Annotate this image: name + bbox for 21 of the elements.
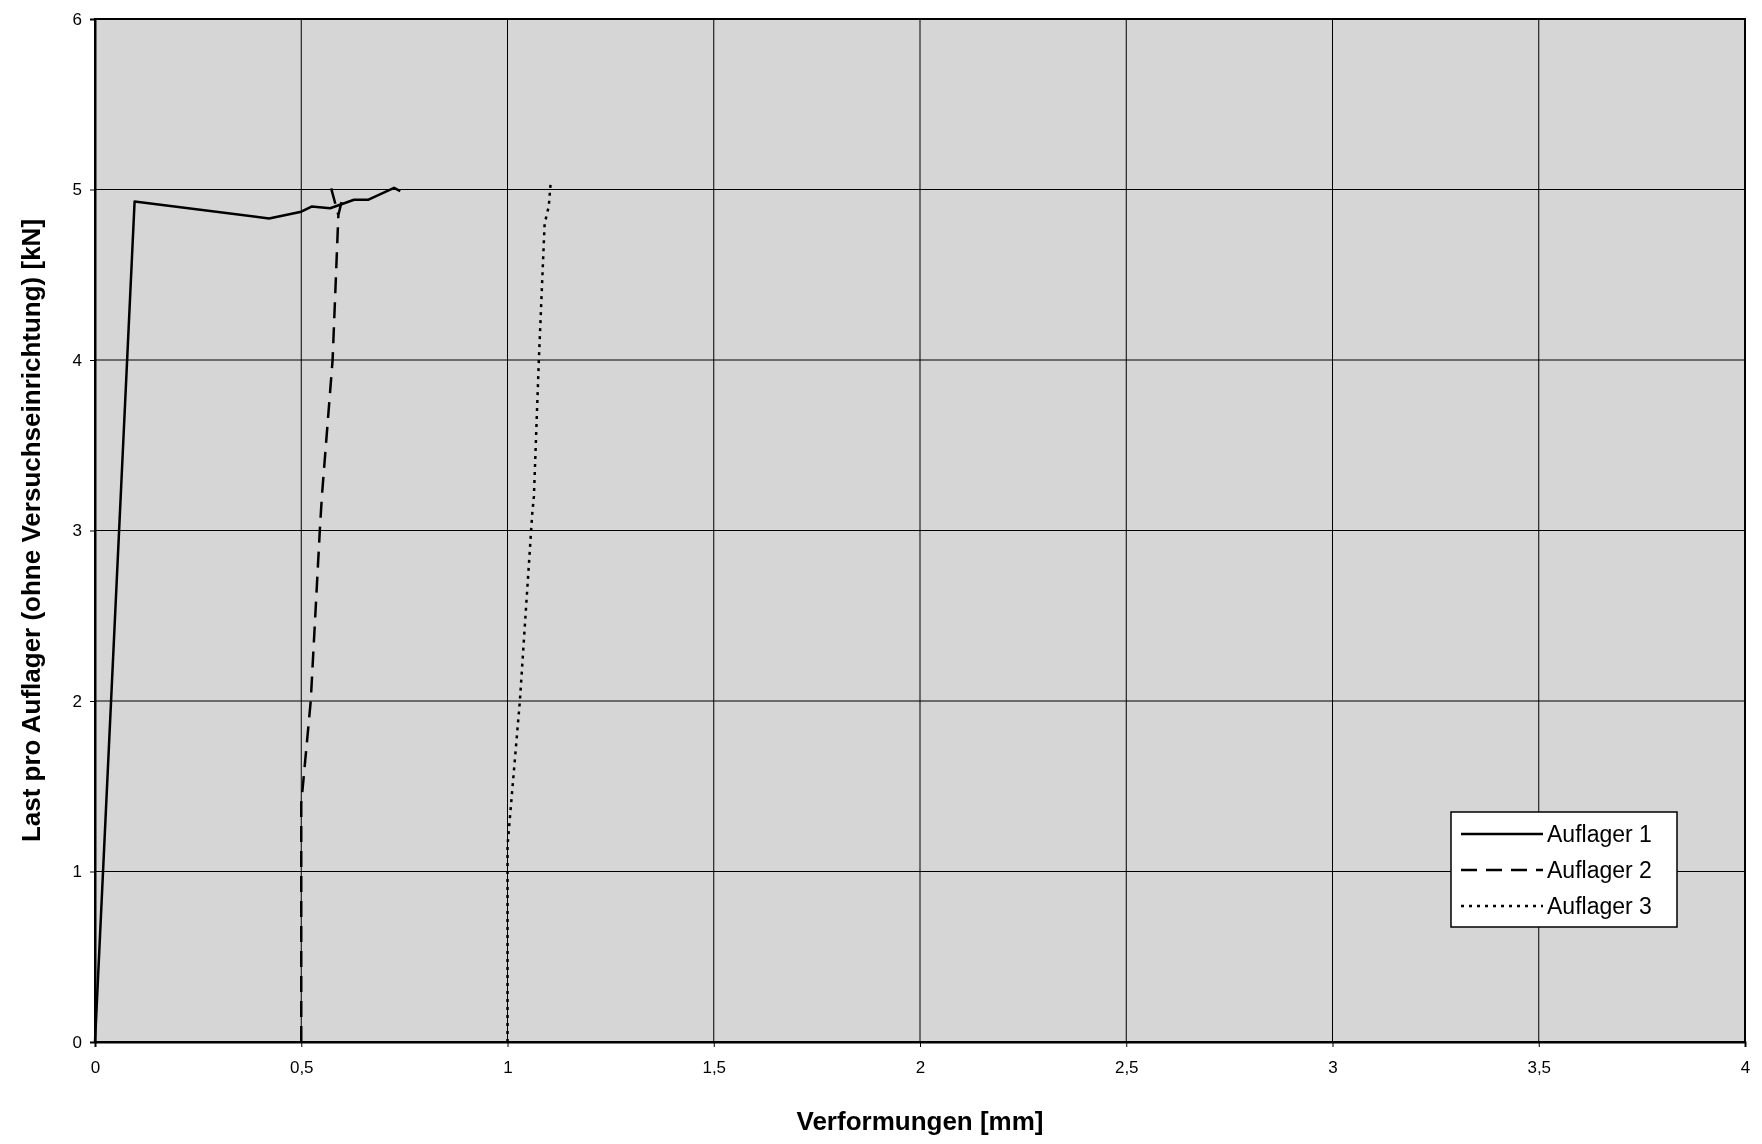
x-tick-label: 2	[915, 1058, 926, 1078]
x-tick-label: 0	[90, 1058, 101, 1078]
x-axis-title: Verformungen [mm]	[796, 1106, 1044, 1136]
y-tick-label: 2	[72, 691, 82, 711]
x-tick-label: 1,5	[702, 1058, 727, 1078]
x-tick-label: 4	[1740, 1058, 1751, 1078]
y-tick-label: 3	[72, 521, 82, 541]
y-tick-label: 5	[72, 180, 82, 200]
x-tick-label: 3	[1328, 1058, 1338, 1078]
y-axis-title: Last pro Auflager (ohne Versuchseinrichtung) [kN]	[16, 218, 46, 843]
y-tick-label: 1	[72, 862, 82, 882]
y-tick-label: 4	[72, 350, 82, 370]
x-tick-label: 1	[503, 1058, 513, 1078]
legend-label: Auflager 3	[1547, 893, 1652, 919]
y-tick-label: 6	[72, 9, 82, 29]
legend-label: Auflager 1	[1547, 821, 1652, 847]
x-tick-label: 3,5	[1527, 1058, 1552, 1078]
x-tick-label: 0,5	[289, 1058, 314, 1078]
y-tick-label: 0	[72, 1032, 82, 1052]
legend-label: Auflager 2	[1547, 857, 1652, 883]
x-tick-label: 2,5	[1114, 1058, 1139, 1078]
